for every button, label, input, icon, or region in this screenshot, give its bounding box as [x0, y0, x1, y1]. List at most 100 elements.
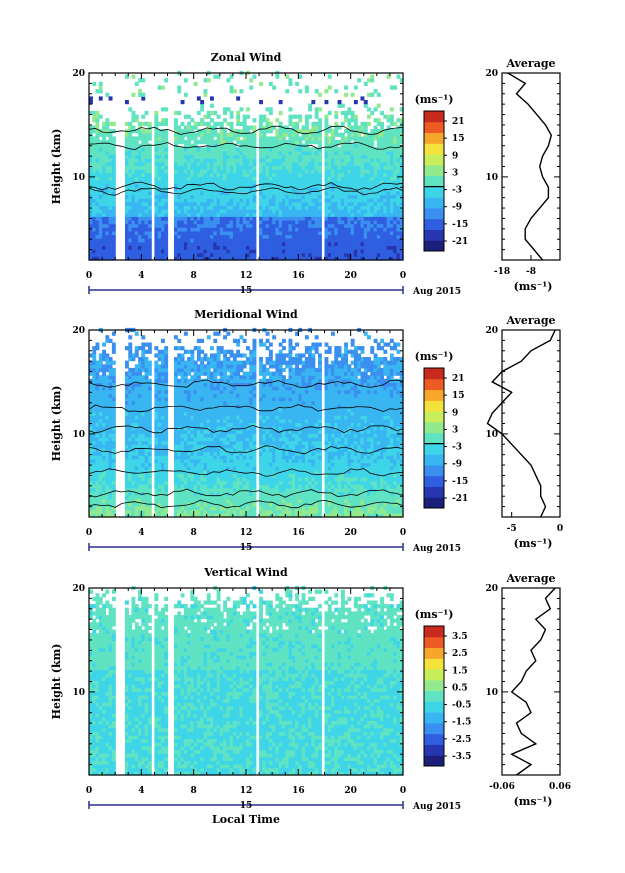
- colorbar-swatch: [424, 378, 444, 391]
- profile-y-tick-label: 20: [485, 69, 498, 79]
- heatmap-cells: [89, 585, 404, 776]
- colorbar-swatch: [424, 464, 444, 477]
- colorbar-frame: [423, 110, 445, 252]
- colorbar-swatch: [424, 389, 444, 401]
- x-tick-label: 4: [138, 271, 144, 281]
- contour-line: [88, 445, 404, 455]
- colorbar-swatch: [424, 701, 444, 713]
- profile-y-tick-label: 10: [485, 430, 498, 440]
- colorbar-tick-label: -2.5: [452, 735, 471, 745]
- colorbar-tick-label: 15: [452, 391, 465, 401]
- colorbar-tick-label: 1.5: [452, 666, 468, 676]
- colorbar-swatch: [424, 411, 444, 423]
- colorbar-unit: (ms⁻¹): [415, 350, 454, 363]
- profile-line: [486, 329, 556, 518]
- profile-y-tick-label: 10: [485, 173, 498, 183]
- colorbar-swatch: [424, 154, 444, 166]
- date-label: Aug 2015: [412, 802, 461, 812]
- colorbar-tick-label: -3: [452, 186, 462, 196]
- day-label: 15: [240, 286, 253, 296]
- average-profile: Average 20 10 -0.06 0.06 (ms⁻¹): [485, 572, 570, 808]
- colorbar-tick-label: 21: [452, 374, 465, 384]
- y-tick-label: 10: [72, 430, 85, 440]
- colorbar-swatch: [424, 669, 444, 681]
- colorbar-swatch: [424, 229, 444, 241]
- colorbar-swatch: [424, 443, 444, 455]
- colorbar-frame: [423, 625, 445, 767]
- colorbar-swatch: [424, 497, 444, 509]
- colorbar-swatch: [424, 733, 444, 745]
- profile-x-axis-label: (ms⁻¹): [514, 537, 553, 550]
- colorbar-swatch: [424, 658, 444, 670]
- contour-line: [88, 468, 404, 477]
- profile-y-tick-label: 20: [485, 326, 498, 336]
- profile-y-tick-label: 10: [485, 688, 498, 698]
- x-axis-label: Local Time: [212, 813, 280, 826]
- colorbar-swatch: [424, 722, 444, 735]
- x-tick-label: 0: [400, 786, 406, 796]
- x-tick-label: 8: [191, 528, 197, 538]
- profile-x-tick-label: 0.06: [549, 782, 571, 792]
- colorbar-swatch: [424, 132, 444, 144]
- colorbar-tick-label: -15: [452, 477, 468, 487]
- x-tick-label: 12: [240, 528, 253, 538]
- profile-title: Average: [505, 314, 555, 327]
- colorbar-unit: (ms⁻¹): [415, 93, 454, 106]
- x-tick-label: 8: [191, 786, 197, 796]
- date-label: Aug 2015: [412, 544, 461, 554]
- average-profile: Average 20 10 -18 -8 (ms⁻¹): [485, 57, 561, 293]
- colorbar-swatch: [424, 475, 444, 487]
- colorbar-swatch: [424, 186, 444, 198]
- colorbar-swatch: [424, 175, 444, 187]
- colorbar-tick-label: 3.5: [452, 632, 468, 642]
- y-axis-label: Height (km): [50, 386, 63, 462]
- colorbar: 21 15 9 3 -3 -9 -15 -21: [423, 367, 468, 509]
- colorbar-tick-label: 3: [452, 425, 458, 435]
- colorbar-swatch: [424, 164, 444, 177]
- y-tick-label: 20: [72, 69, 85, 79]
- x-tick-label: 0: [86, 271, 92, 281]
- colorbar-swatch: [424, 121, 444, 134]
- contour-line: [88, 424, 404, 434]
- colorbar-swatch: [424, 712, 444, 724]
- colorbar-swatch: [424, 421, 444, 434]
- panel-2: Meridional Wind 20 10 Height (km) 0 4 8 12 16 20 0…: [50, 308, 563, 554]
- x-tick-label: 16: [292, 786, 305, 796]
- x-tick-label: 12: [240, 786, 253, 796]
- colorbar-tick-label: -21: [452, 237, 468, 247]
- y-tick-label: 10: [72, 173, 85, 183]
- colorbar-swatch: [424, 111, 444, 123]
- date-label: Aug 2015: [412, 287, 461, 297]
- profile-line: [507, 72, 553, 261]
- colorbar-swatch: [424, 197, 444, 209]
- panel-title: Vertical Wind: [203, 566, 288, 579]
- profile-title: Average: [505, 572, 555, 585]
- colorbar-tick-label: 0.5: [452, 683, 468, 693]
- colorbar-swatch: [424, 400, 444, 412]
- colorbar-tick-label: -3: [452, 443, 462, 453]
- colorbar-tick-label: -21: [452, 494, 468, 504]
- colorbar-swatch: [424, 647, 444, 659]
- x-tick-label: 0: [400, 271, 406, 281]
- x-tick-label: 16: [292, 528, 305, 538]
- x-tick-label: 4: [138, 786, 144, 796]
- contour-lines: [88, 125, 404, 196]
- profile-y-tick-label: 20: [485, 584, 498, 594]
- y-tick-label: 20: [72, 584, 85, 594]
- colorbar-tick-label: 3: [452, 168, 458, 178]
- x-tick-label: 20: [344, 528, 357, 538]
- colorbar-frame: [423, 367, 445, 509]
- x-tick-label: 4: [138, 528, 144, 538]
- colorbar-tick-label: 9: [452, 151, 458, 161]
- y-tick-label: 10: [72, 688, 85, 698]
- colorbar-swatch: [424, 368, 444, 380]
- heatmap-cells: [89, 70, 404, 261]
- x-tick-label: 16: [292, 271, 305, 281]
- panel-3: Vertical Wind 20 10 Height (km) 0 4 8 12 16 20 0 15…: [50, 566, 571, 812]
- colorbar-swatch: [424, 755, 444, 767]
- contour-line: [88, 499, 404, 509]
- colorbar-tick-label: 2.5: [452, 649, 468, 659]
- colorbar-unit: (ms⁻¹): [415, 608, 454, 621]
- day-label: 15: [240, 801, 253, 811]
